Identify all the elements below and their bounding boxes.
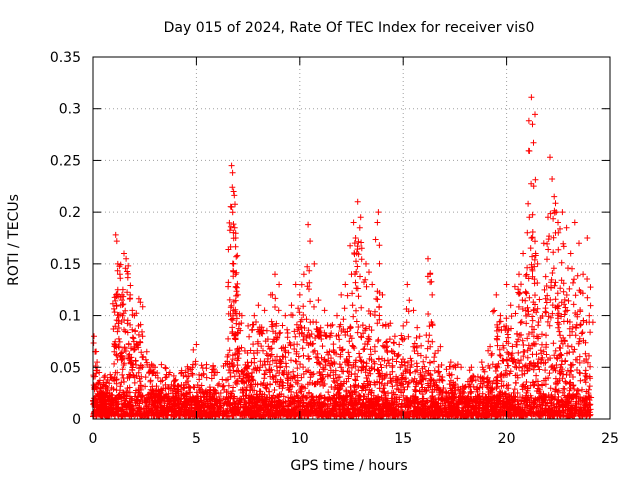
axis-ticks bbox=[92, 56, 611, 420]
x-tick-label: 15 bbox=[394, 431, 412, 447]
x-axis-label: GPS time / hours bbox=[290, 458, 407, 474]
x-tick-label: 0 bbox=[89, 431, 98, 447]
y-tick-label: 0.25 bbox=[50, 153, 81, 169]
x-tick-label: 5 bbox=[192, 431, 201, 447]
y-tick-label: 0.35 bbox=[50, 50, 81, 66]
y-axis-label: ROTI / TECUs bbox=[6, 194, 22, 286]
x-tick-labels: 0 5 10 15 20 25 bbox=[89, 431, 619, 447]
x-tick-label: 20 bbox=[498, 431, 516, 447]
y-tick-label: 0 bbox=[72, 412, 81, 428]
y-tick-label: 0.3 bbox=[59, 102, 81, 118]
y-tick-label: 0.2 bbox=[59, 205, 81, 221]
x-tick-label: 25 bbox=[601, 431, 619, 447]
plot-frame bbox=[92, 56, 611, 420]
y-tick-label: 0.1 bbox=[59, 309, 81, 325]
data-points bbox=[90, 94, 596, 420]
x-tick-label: 10 bbox=[291, 431, 309, 447]
y-tick-labels: 0 0.05 0.1 0.15 0.2 0.25 0.3 0.35 bbox=[50, 50, 81, 428]
y-tick-label: 0.05 bbox=[50, 360, 81, 376]
grid bbox=[93, 57, 610, 419]
y-tick-label: 0.15 bbox=[50, 257, 81, 273]
chart-title: Day 015 of 2024, Rate Of TEC Index for r… bbox=[164, 20, 535, 36]
scatter-markers bbox=[90, 94, 596, 420]
